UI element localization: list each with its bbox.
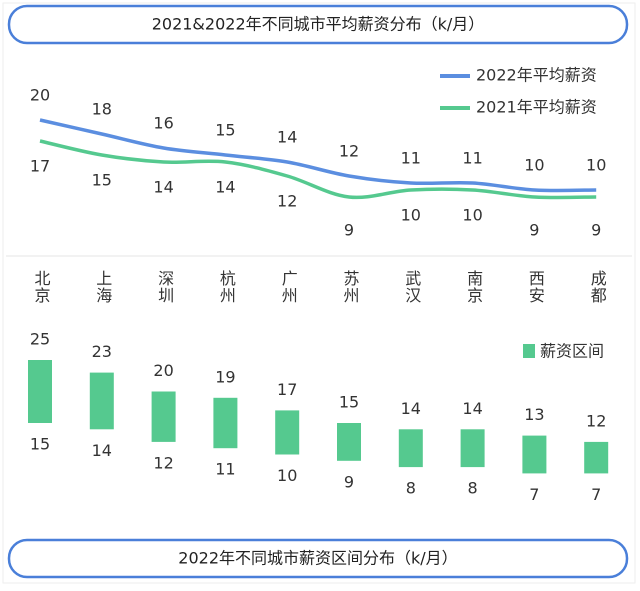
data-label: 10 [586, 156, 606, 175]
title-box [7, 538, 629, 579]
frame [2, 2, 636, 584]
data-label: 9 [591, 221, 601, 240]
data-label: 9 [344, 472, 354, 491]
x-tick-label: 深圳 [155, 270, 174, 304]
data-label: 10 [277, 466, 297, 485]
data-label: 15 [339, 393, 359, 412]
data-label: 8 [468, 479, 478, 498]
data-label: 20 [30, 86, 50, 105]
range-bar [28, 360, 52, 423]
data-label: 15 [92, 171, 112, 190]
data-label: 17 [30, 157, 50, 176]
x-tick-label: 苏州 [341, 270, 360, 304]
data-label: 11 [462, 149, 482, 168]
data-label: 14 [462, 399, 482, 418]
data-label: 12 [586, 411, 606, 430]
data-label: 9 [529, 221, 539, 240]
data-label: 15 [215, 121, 235, 140]
data-label: 13 [524, 405, 544, 424]
chart-title: 2021&2022年不同城市平均薪资分布（k/月） [152, 15, 485, 34]
range-bar [522, 435, 547, 474]
range-bar [337, 423, 361, 461]
x-tick-label: 成都 [588, 270, 607, 304]
data-label: 16 [153, 114, 173, 133]
x-tick-label: 武汉 [402, 270, 421, 304]
data-label: 14 [215, 178, 235, 197]
legend-swatch [523, 344, 535, 358]
data-label: 20 [153, 361, 173, 380]
data-label: 11 [401, 149, 421, 168]
data-label: 14 [153, 178, 173, 197]
range-bar [275, 410, 300, 455]
data-label: 12 [153, 453, 173, 472]
title-box [7, 4, 629, 45]
data-label: 10 [401, 206, 421, 225]
legend-label: 薪资区间 [540, 342, 604, 361]
range-bar [460, 429, 485, 468]
chart-title: 2022年不同城市薪资区间分布（k/月） [178, 549, 457, 568]
data-label: 7 [529, 485, 539, 504]
data-label: 19 [215, 367, 235, 386]
range-bar [89, 372, 114, 430]
data-label: 14 [92, 441, 112, 460]
data-label: 17 [277, 380, 297, 399]
range-bar [151, 391, 176, 442]
data-label: 14 [401, 399, 421, 418]
data-label: 10 [462, 206, 482, 225]
x-tick-label: 南京 [464, 270, 483, 304]
data-label: 25 [30, 330, 50, 349]
data-label: 14 [277, 128, 297, 147]
data-label: 10 [524, 156, 544, 175]
data-label: 18 [92, 100, 112, 119]
x-tick-label: 北京 [32, 270, 51, 304]
range-bar [584, 441, 609, 474]
range-bar [398, 429, 423, 468]
line [39, 139, 597, 200]
data-label: 9 [344, 221, 354, 240]
legend-label: 2021年平均薪资 [476, 98, 597, 117]
data-label: 12 [277, 192, 297, 211]
line [39, 118, 597, 193]
data-label: 8 [406, 479, 416, 498]
x-tick-label: 上海 [93, 270, 112, 304]
legend-label: 2022年平均薪资 [476, 66, 597, 85]
data-label: 7 [591, 485, 601, 504]
data-label: 12 [339, 142, 359, 161]
x-tick-label: 杭州 [217, 270, 236, 304]
data-label: 11 [215, 460, 235, 479]
x-tick-label: 广州 [279, 270, 298, 304]
data-label: 23 [92, 342, 112, 361]
x-tick-label: 西安 [526, 270, 545, 304]
range-bar [213, 397, 238, 449]
data-label: 15 [30, 435, 50, 454]
